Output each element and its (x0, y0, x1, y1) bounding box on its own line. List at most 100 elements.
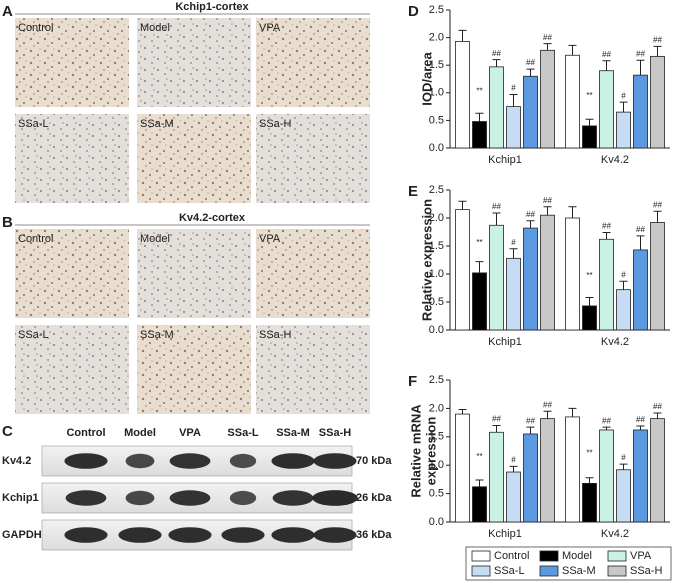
y-tick-label: 0.5 (429, 296, 444, 308)
significance: ## (653, 402, 662, 411)
image-label: Model (140, 22, 170, 34)
row-size: 70 kDa (356, 455, 392, 467)
bar (633, 429, 648, 523)
bar (565, 217, 580, 331)
bar (523, 75, 538, 149)
error-bar (543, 43, 552, 51)
legend-swatch (471, 565, 491, 577)
significance: ## (602, 50, 611, 59)
bar (582, 482, 597, 523)
image-label: SSa-L (18, 329, 49, 341)
y-tick-label: 2.5 (429, 4, 444, 16)
legend-swatch (607, 565, 627, 577)
micrograph (137, 325, 251, 414)
y-axis-label: Relative expression (419, 199, 434, 321)
significance: ## (543, 400, 552, 409)
lane-label: Model (124, 427, 156, 439)
legend-swatch (471, 550, 491, 562)
row-label: GAPDH (2, 529, 42, 541)
error-bar (526, 426, 535, 434)
significance: ** (586, 448, 592, 457)
y-tick-label: 2.0 (429, 212, 444, 224)
error-bar (619, 101, 628, 113)
lane-label: SSa-L (227, 427, 258, 439)
x-tick-label: Kchip1 (488, 528, 522, 540)
error-bar (492, 212, 501, 226)
y-tick-label: 0.0 (429, 142, 444, 154)
bar (650, 222, 665, 331)
significance: ## (543, 33, 552, 42)
error-bar (602, 60, 611, 71)
lane-label: VPA (179, 427, 201, 439)
error-bar (475, 112, 484, 122)
bar (540, 418, 555, 523)
y-tick-label: 1.5 (429, 59, 444, 71)
significance: ## (602, 416, 611, 425)
bar (506, 106, 521, 149)
significance: ## (636, 415, 645, 424)
bar (489, 431, 504, 523)
micrograph (15, 114, 129, 203)
micrograph (256, 325, 370, 414)
panel-label: D (408, 3, 419, 20)
y-tick-label: 2.0 (429, 402, 444, 414)
significance: ## (492, 202, 501, 211)
bar (472, 121, 487, 149)
significance: ** (586, 271, 592, 280)
y-tick-label: 1.0 (429, 459, 444, 471)
band (272, 490, 314, 506)
significance: ** (586, 91, 592, 100)
legend-label: SSa-L (494, 565, 525, 577)
significance: ## (526, 58, 535, 67)
bar (540, 214, 555, 331)
bar (506, 257, 521, 331)
image-label: Control (18, 22, 53, 34)
x-tick-label: Kv4.2 (601, 336, 629, 348)
legend-swatch (539, 565, 559, 577)
y-tick-label: 0.0 (429, 516, 444, 528)
bar (599, 238, 614, 331)
significance: ** (476, 238, 482, 247)
bar (489, 66, 504, 149)
bar (472, 486, 487, 523)
legend-swatch (607, 550, 627, 562)
error-bar (653, 45, 662, 57)
y-tick-label: 1.0 (429, 268, 444, 280)
bar (523, 227, 538, 331)
error-bar (492, 424, 501, 433)
legend-label: VPA (630, 550, 652, 562)
legend-swatch (539, 550, 559, 562)
error-bar (526, 220, 535, 229)
band (271, 527, 315, 543)
image-label: SSa-H (259, 118, 291, 130)
error-bar (636, 59, 645, 76)
error-bar (619, 280, 628, 290)
micrograph (137, 114, 251, 203)
bar (650, 418, 665, 523)
panel-title: Kchip1-cortex (175, 1, 249, 13)
row-label: Kv4.2 (2, 455, 31, 467)
band (168, 527, 212, 543)
band (118, 527, 162, 543)
legend-label: SSa-M (562, 565, 596, 577)
bar (455, 209, 470, 331)
band (229, 453, 257, 469)
y-tick-label: 1.5 (429, 240, 444, 252)
error-bar (458, 409, 467, 415)
error-bar (568, 44, 577, 56)
panel-label: C (2, 423, 13, 440)
significance: ## (636, 49, 645, 58)
significance: ## (543, 196, 552, 205)
bar (523, 433, 538, 523)
panel-label: B (2, 214, 13, 231)
error-bar (636, 425, 645, 430)
band (125, 490, 155, 506)
error-bar (492, 59, 501, 67)
x-tick-label: Kv4.2 (601, 528, 629, 540)
significance: ** (476, 452, 482, 461)
significance: ## (526, 210, 535, 219)
y-axis-label: expression (423, 417, 438, 486)
lane-label: Control (66, 427, 105, 439)
legend-label: SSa-H (630, 565, 662, 577)
y-tick-label: 0.5 (429, 488, 444, 500)
